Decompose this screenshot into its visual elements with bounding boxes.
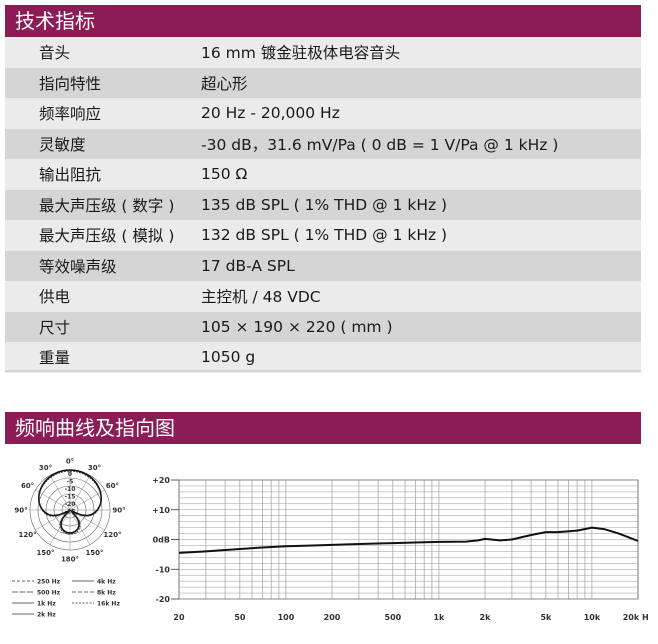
polar-radial-label: -25 bbox=[65, 509, 76, 516]
y-tick-label: +10 bbox=[152, 506, 170, 515]
spec-value: 主控机 / 48 VDC bbox=[201, 288, 321, 307]
x-tick-label: 5k bbox=[540, 613, 552, 622]
polar-angle-label: 90° bbox=[112, 507, 125, 515]
charts-section-title: 频响曲线及指向图 bbox=[15, 416, 175, 440]
legend-label: 250 Hz bbox=[37, 579, 61, 586]
y-tick-label: -20 bbox=[156, 595, 171, 604]
y-tick-label: -10 bbox=[156, 565, 171, 574]
polar-angle-label: 90° bbox=[14, 507, 27, 515]
spec-value: 20 Hz - 20,000 Hz bbox=[201, 104, 340, 123]
polar-radial-label: -20 bbox=[65, 501, 76, 508]
polar-angle-label: 30° bbox=[39, 464, 52, 472]
polar-angle-label: 120° bbox=[19, 531, 37, 539]
legend-label: 500 Hz bbox=[37, 590, 61, 597]
y-tick-label: 0dB bbox=[153, 536, 170, 545]
spec-row: 输出阻抗 150 Ω bbox=[5, 159, 641, 190]
specs-section-title: 技术指标 bbox=[15, 9, 95, 33]
spec-value: 105 × 190 × 220 ( mm ) bbox=[201, 317, 393, 336]
polar-radial-label: 0 bbox=[68, 471, 72, 478]
spec-row: 尺寸 105 × 190 × 220 ( mm ) bbox=[5, 311, 641, 342]
legend-label: 1k Hz bbox=[37, 601, 56, 608]
spec-row: 指向特性 超心形 bbox=[5, 67, 641, 98]
legend-label: 2k Hz bbox=[37, 612, 56, 619]
polar-angle-label: 120° bbox=[103, 531, 121, 539]
legend-label: 16k Hz bbox=[97, 601, 120, 608]
spec-label: 尺寸 bbox=[39, 318, 71, 337]
response-curve bbox=[178, 526, 639, 554]
legend-label: 8k Hz bbox=[97, 590, 116, 597]
polar-radial-label: -15 bbox=[65, 494, 76, 501]
spec-value: -30 dB，31.6 mV/Pa ( 0 dB = 1 V/Pa @ 1 kH… bbox=[201, 135, 559, 154]
x-tick-label: 2k bbox=[480, 613, 492, 622]
polar-radial-label: -5 bbox=[67, 479, 74, 486]
polar-spoke bbox=[49, 475, 71, 511]
polar-spoke bbox=[69, 475, 91, 511]
x-tick-label: 20k Hz bbox=[623, 613, 649, 622]
polar-radial-label: -10 bbox=[65, 486, 76, 493]
polar-spoke bbox=[35, 489, 71, 511]
table-bottom-border bbox=[5, 370, 641, 372]
legend-label: 4k Hz bbox=[97, 579, 116, 586]
spec-value: 超心形 bbox=[201, 74, 248, 93]
polar-angle-label: 60° bbox=[21, 482, 34, 490]
polar-angle-label: 30° bbox=[88, 464, 101, 472]
x-tick-label: 500 bbox=[385, 613, 402, 622]
spec-row: 供电 主控机 / 48 VDC bbox=[5, 281, 641, 312]
spec-label: 指向特性 bbox=[39, 74, 102, 93]
spec-label: 频率响应 bbox=[39, 105, 102, 124]
x-tick-label: 200 bbox=[324, 613, 341, 622]
spec-label: 最大声压级 ( 模拟 ) bbox=[39, 227, 175, 246]
spec-row: 重量 1050 g bbox=[5, 342, 641, 373]
polar-angle-label: 150° bbox=[85, 549, 103, 557]
polar-angle-label: 180° bbox=[61, 556, 79, 564]
spec-row: 音头 16 mm 镀金驻极体电容音头 bbox=[5, 37, 641, 68]
x-tick-label: 1k bbox=[433, 613, 445, 622]
spec-row: 最大声压级 ( 模拟 ) 132 dB SPL ( 1% THD @ 1 kHz … bbox=[5, 220, 641, 251]
y-tick-label: +20 bbox=[152, 476, 170, 485]
polar-angle-label: 150° bbox=[36, 549, 54, 557]
polar-angle-label: 60° bbox=[106, 482, 119, 490]
spec-value: 1050 g bbox=[201, 348, 256, 367]
spec-label: 重量 bbox=[39, 349, 71, 368]
spec-row: 频率响应 20 Hz - 20,000 Hz bbox=[5, 98, 641, 129]
spec-value: 16 mm 镀金驻极体电容音头 bbox=[201, 44, 401, 63]
polar-pattern-chart: 0° 30° 30° 60° 60° 90° 90° 120° 120° 150° 150° 180°… bbox=[12, 458, 126, 619]
spec-row: 灵敏度 -30 dB，31.6 mV/Pa ( 0 dB = 1 V/Pa @ 1… bbox=[5, 128, 641, 159]
spec-row: 等效噪声级 17 dB-A SPL bbox=[5, 250, 641, 281]
x-tick-label: 50 bbox=[234, 613, 246, 622]
spec-label: 输出阻抗 bbox=[39, 166, 102, 185]
polar-spoke bbox=[69, 489, 105, 511]
polar-pattern-curve bbox=[38, 470, 102, 535]
spec-value: 135 dB SPL ( 1% THD @ 1 kHz ) bbox=[201, 195, 448, 214]
spec-value: 132 dB SPL ( 1% THD @ 1 kHz ) bbox=[201, 226, 448, 245]
polar-angle-label: 0° bbox=[66, 458, 74, 466]
spec-value: 150 Ω bbox=[201, 165, 248, 184]
x-tick-label: 10k bbox=[584, 613, 601, 622]
spec-table: 音头 16 mm 镀金驻极体电容音头指向特性 超心形频率响应 20 Hz - 20,0… bbox=[5, 37, 641, 373]
spec-label: 供电 bbox=[39, 288, 71, 307]
polar-pattern-curve bbox=[37, 469, 103, 534]
x-tick-label: 100 bbox=[278, 613, 295, 622]
spec-label: 音头 bbox=[39, 44, 71, 63]
spec-label: 最大声压级 ( 数字 ) bbox=[39, 196, 175, 215]
spec-value: 17 dB-A SPL bbox=[201, 256, 295, 275]
spec-label: 等效噪声级 bbox=[39, 257, 117, 276]
specs-section-header: 技术指标 bbox=[5, 5, 641, 37]
x-tick-label: 20 bbox=[173, 613, 185, 622]
charts-section-header: 频响曲线及指向图 bbox=[5, 412, 641, 444]
spec-label: 灵敏度 bbox=[39, 135, 86, 154]
spec-row: 最大声压级 ( 数字 ) 135 dB SPL ( 1% THD @ 1 kHz … bbox=[5, 189, 641, 220]
